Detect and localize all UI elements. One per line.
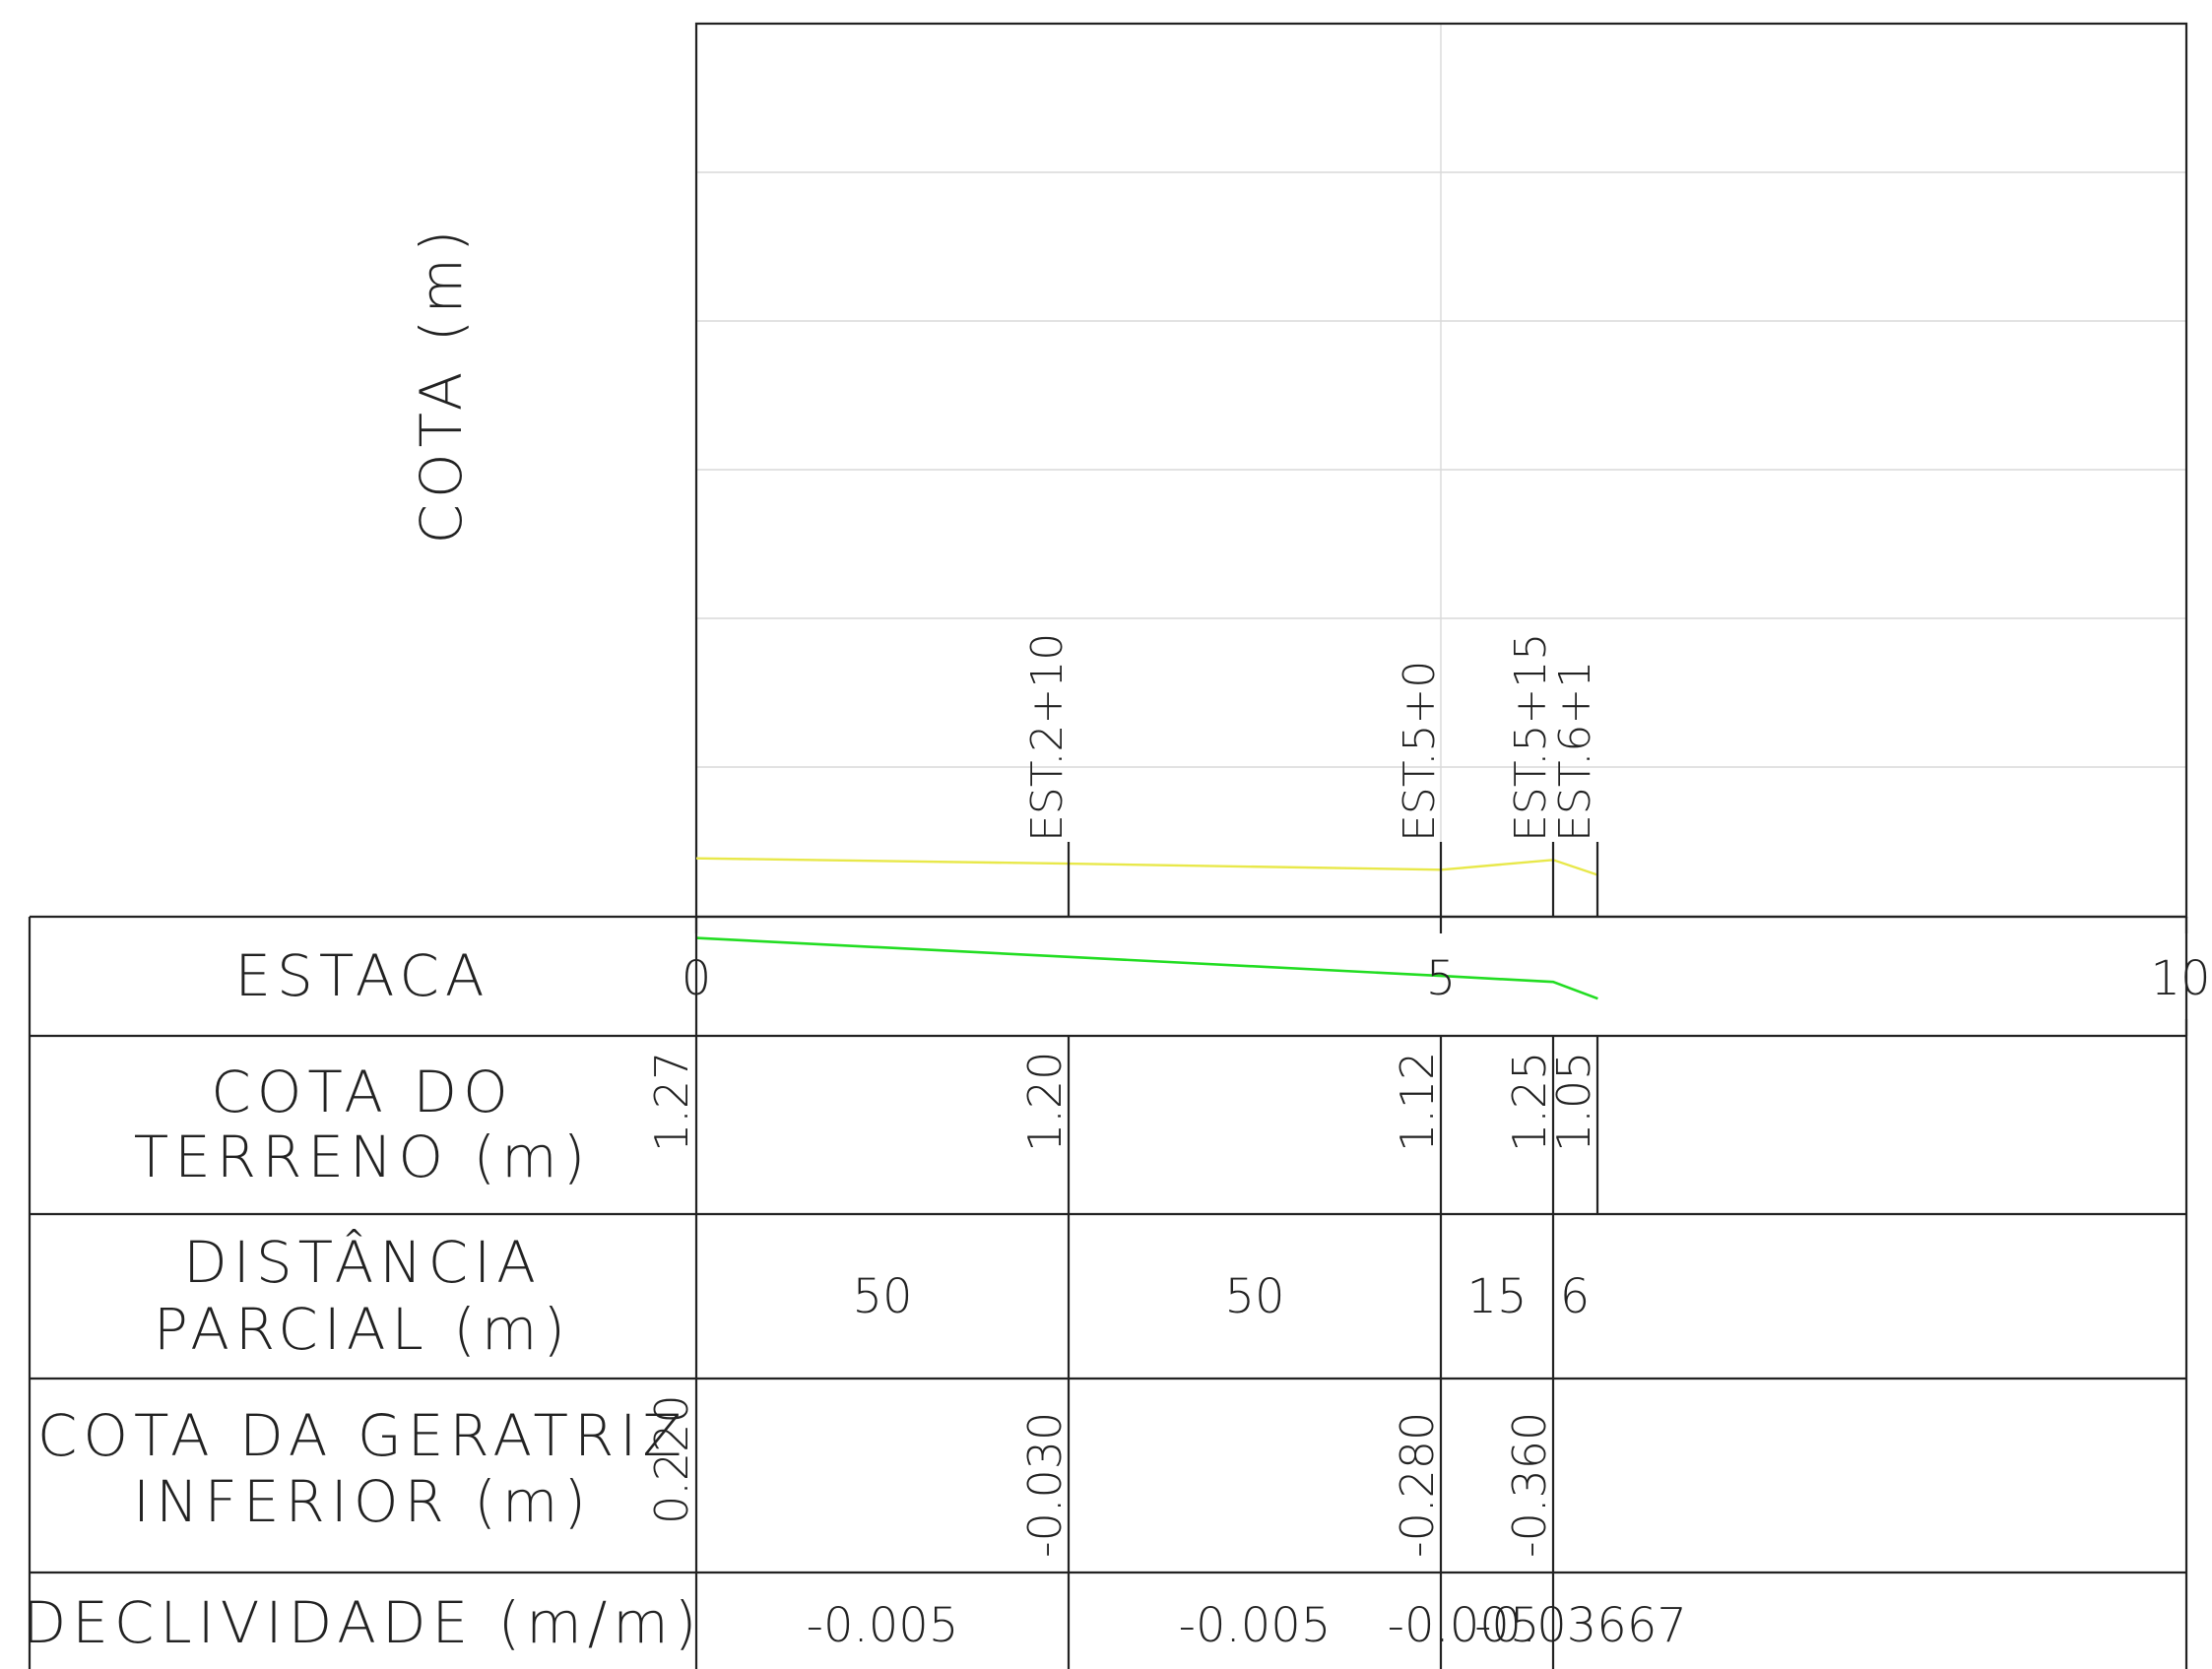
station-label: EST.6+1 [1550, 661, 1600, 842]
row-label-cota-terreno: COTA DO [211, 1059, 514, 1125]
profile-table: ESTACA COTA DO TERRENO (m) DISTÂNCIA PAR… [23, 915, 2211, 1669]
x-tick-label: 0 [682, 951, 712, 1006]
x-tick-label: 5 [1426, 951, 1457, 1006]
y-axis-label: COTA (m) [408, 225, 475, 545]
station-label: EST.5+0 [1395, 661, 1445, 842]
row-label-declividade: DECLIVIDADE (m/m) [23, 1589, 703, 1656]
terrain-series-line [695, 857, 1598, 876]
row-label-estaca: ESTACA [234, 942, 489, 1009]
cota-terreno-value: 1.20 [1018, 1052, 1072, 1152]
geratriz-value: -0.030 [1018, 1412, 1072, 1558]
row-label-geratriz: INFERIOR (m) [133, 1468, 592, 1535]
station-label: EST.5+15 [1506, 633, 1556, 842]
geratriz-value: -0.280 [1391, 1412, 1444, 1558]
station-markers: EST.2+10 EST.5+0 EST.5+15 EST.6+1 [1022, 633, 1600, 917]
cota-terreno-value: 1.12 [1391, 1052, 1444, 1152]
x-tick-label: 10 [2150, 951, 2210, 1006]
plot-area [694, 22, 2188, 919]
cota-terreno-value: 1.25 [1503, 1052, 1556, 1152]
distancia-value: 15 [1466, 1269, 1527, 1324]
declividade-value: -0.03667 [1474, 1598, 1687, 1653]
geratriz-value: 0.220 [645, 1394, 698, 1524]
row-label-distancia: PARCIAL (m) [154, 1296, 571, 1363]
cota-terreno-value: 1.27 [645, 1052, 698, 1152]
declividade-value: -0.005 [807, 1598, 959, 1653]
geratriz-value: -0.360 [1503, 1412, 1556, 1558]
distancia-value: 50 [852, 1269, 912, 1324]
declividade-value: -0.005 [1179, 1598, 1332, 1653]
row-label-geratriz: COTA DA GERATRIZ [37, 1402, 687, 1469]
row-label-cota-terreno: TERRENO (m) [134, 1123, 592, 1190]
pipe-series-line [695, 936, 1598, 1000]
declividade-value: -0.005 [1388, 1598, 1540, 1653]
distancia-value: 50 [1224, 1269, 1284, 1324]
station-label: EST.2+10 [1022, 633, 1073, 842]
distancia-value: 6 [1560, 1269, 1591, 1324]
row-label-distancia: DISTÂNCIA [183, 1228, 542, 1296]
cota-terreno-value: 1.05 [1547, 1052, 1600, 1152]
